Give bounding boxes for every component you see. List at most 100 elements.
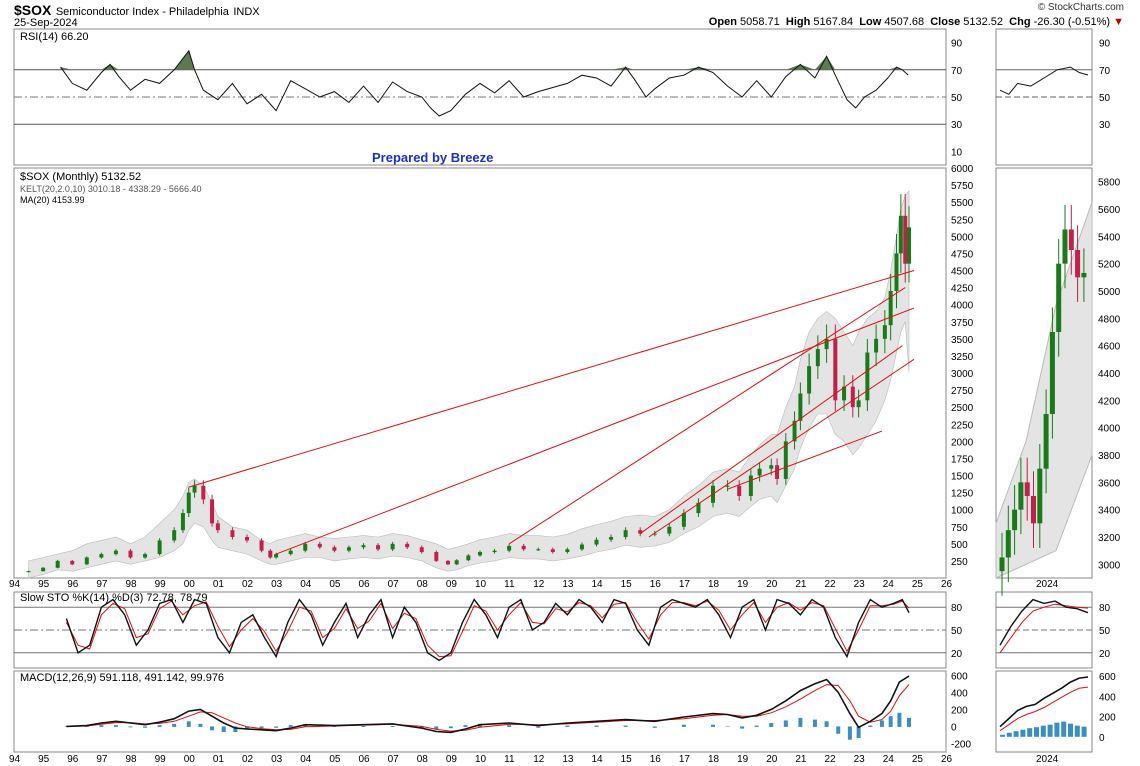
price-xtick: 21 bbox=[795, 579, 807, 590]
price-ytick: 2000 bbox=[951, 437, 974, 448]
macd-histogram-bar bbox=[725, 726, 730, 727]
price-zoom-candle bbox=[1075, 250, 1081, 278]
price-ytick: 6000 bbox=[951, 164, 974, 175]
rsi-zoom-line bbox=[999, 66, 1089, 95]
price-candle bbox=[907, 227, 912, 264]
macd-zoom-hist-bar bbox=[1054, 722, 1060, 737]
price-candle bbox=[70, 560, 75, 565]
price-candle bbox=[856, 400, 861, 408]
price-candle bbox=[245, 537, 249, 541]
price-zoom-candle bbox=[1081, 272, 1087, 278]
price-candle bbox=[681, 513, 686, 527]
price-candle bbox=[268, 550, 273, 558]
macd-zoom-hist-bar bbox=[1027, 728, 1033, 737]
price-candle bbox=[259, 540, 264, 551]
sto-zoom-k-line bbox=[999, 598, 1089, 646]
price-ytick: 1500 bbox=[951, 472, 974, 483]
exchange: INDX bbox=[233, 6, 260, 18]
rsi-ytick: 30 bbox=[951, 120, 963, 131]
price-xtick: 14 bbox=[592, 579, 604, 590]
price-ytick: 750 bbox=[951, 523, 968, 534]
price-candle bbox=[882, 325, 887, 339]
macd-histogram-bar bbox=[907, 717, 912, 727]
macd-histogram-bar bbox=[245, 726, 249, 730]
macd-zoom-hist-bar bbox=[1068, 723, 1073, 737]
sto-zoom-ytick: 50 bbox=[1099, 626, 1111, 637]
price-candle bbox=[186, 492, 191, 514]
bottom-xtick: 09 bbox=[446, 754, 458, 765]
macd-histogram-bar bbox=[623, 725, 628, 727]
price-candle bbox=[748, 475, 753, 496]
macd-zoom-ytick: 600 bbox=[1099, 672, 1116, 683]
macd-zoom-hist-bar bbox=[1081, 726, 1087, 737]
macd-histogram-bar bbox=[172, 723, 177, 727]
price-zoom-candle bbox=[1031, 496, 1036, 524]
price-candle bbox=[157, 540, 162, 555]
bottom-xtick: 98 bbox=[126, 754, 138, 765]
price-zoom-ytick: 4000 bbox=[1098, 424, 1121, 435]
price-zoom-candle bbox=[1012, 509, 1018, 531]
sto-ytick: 80 bbox=[951, 603, 963, 614]
bottom-xtick: 99 bbox=[155, 754, 167, 765]
price-candle bbox=[84, 557, 89, 565]
rsi-line bbox=[60, 49, 909, 117]
bottom-xtick: 02 bbox=[242, 754, 254, 765]
macd-histogram-bar bbox=[233, 726, 238, 733]
bottom-xtick: 16 bbox=[650, 754, 662, 765]
macd-histogram-bar bbox=[434, 726, 439, 730]
price-candle bbox=[696, 502, 701, 514]
price-zoom-ytick: 5600 bbox=[1098, 205, 1121, 216]
price-candle bbox=[303, 543, 308, 551]
price-candle bbox=[550, 549, 555, 553]
price-candle bbox=[824, 338, 829, 350]
price-xtick: 20 bbox=[766, 579, 778, 590]
macd-histogram-bar bbox=[210, 726, 215, 731]
price-candle bbox=[865, 352, 870, 401]
price-ytick: 3250 bbox=[951, 352, 974, 363]
price-xtick: 09 bbox=[446, 579, 458, 590]
price-ytick: 5000 bbox=[951, 232, 974, 243]
macd-histogram-bar bbox=[259, 726, 264, 729]
macd-histogram-bar bbox=[390, 725, 395, 727]
price-zoom-ytick: 5800 bbox=[1098, 178, 1121, 189]
rsi-label: RSI(14) 66.20 bbox=[20, 31, 88, 43]
macd-histogram-bar bbox=[113, 725, 118, 727]
price-candle bbox=[346, 547, 351, 551]
price-candle bbox=[215, 523, 220, 531]
sto-d-line bbox=[65, 600, 910, 658]
price-ytick: 1750 bbox=[951, 454, 974, 465]
price-candle bbox=[623, 530, 628, 537]
bottom-xtick: 19 bbox=[737, 754, 749, 765]
symbol-name: Semiconductor Index - Philadelphia bbox=[55, 6, 229, 18]
copyright: © StockCharts.com bbox=[1037, 2, 1124, 13]
price-ytick: 4500 bbox=[951, 267, 974, 278]
bottom-xtick: 21 bbox=[795, 754, 807, 765]
price-candle bbox=[850, 386, 855, 408]
bottom-xtick: 13 bbox=[562, 754, 574, 765]
price-candle bbox=[652, 533, 657, 535]
price-ytick: 4250 bbox=[951, 284, 974, 295]
macd-zoom-hist-bar bbox=[1061, 721, 1067, 737]
rsi-zoom-ytick: 50 bbox=[1099, 93, 1111, 104]
price-candle bbox=[376, 545, 381, 550]
price-xtick: 06 bbox=[359, 579, 371, 590]
price-zoom-ytick: 5400 bbox=[1098, 232, 1121, 243]
ohlc-readout: Open 5058.71 High 5167.84 Low 4507.68 Cl… bbox=[708, 16, 1124, 28]
macd-ytick: 0 bbox=[951, 722, 957, 733]
bottom-xtick: 25 bbox=[912, 754, 924, 765]
price-xtick: 94 bbox=[9, 579, 21, 590]
sto-ytick: 50 bbox=[951, 626, 963, 637]
price-zoom-ytick: 4600 bbox=[1098, 342, 1121, 353]
price-zoom-candle bbox=[1043, 414, 1049, 469]
macd-line bbox=[66, 675, 910, 734]
macd-histogram-bar bbox=[652, 726, 657, 728]
keltner-band bbox=[28, 189, 910, 579]
bottom-xtick: 07 bbox=[388, 754, 400, 765]
macd-histogram-bar bbox=[754, 725, 759, 727]
price-ytick: 4000 bbox=[951, 301, 974, 312]
macd-zoom-hist-bar bbox=[1034, 727, 1039, 737]
sto-zoom-d-line bbox=[999, 603, 1089, 654]
bottom-xtick: 95 bbox=[38, 754, 50, 765]
price-xtick: 16 bbox=[650, 579, 662, 590]
bottom-xtick: 04 bbox=[300, 754, 312, 765]
